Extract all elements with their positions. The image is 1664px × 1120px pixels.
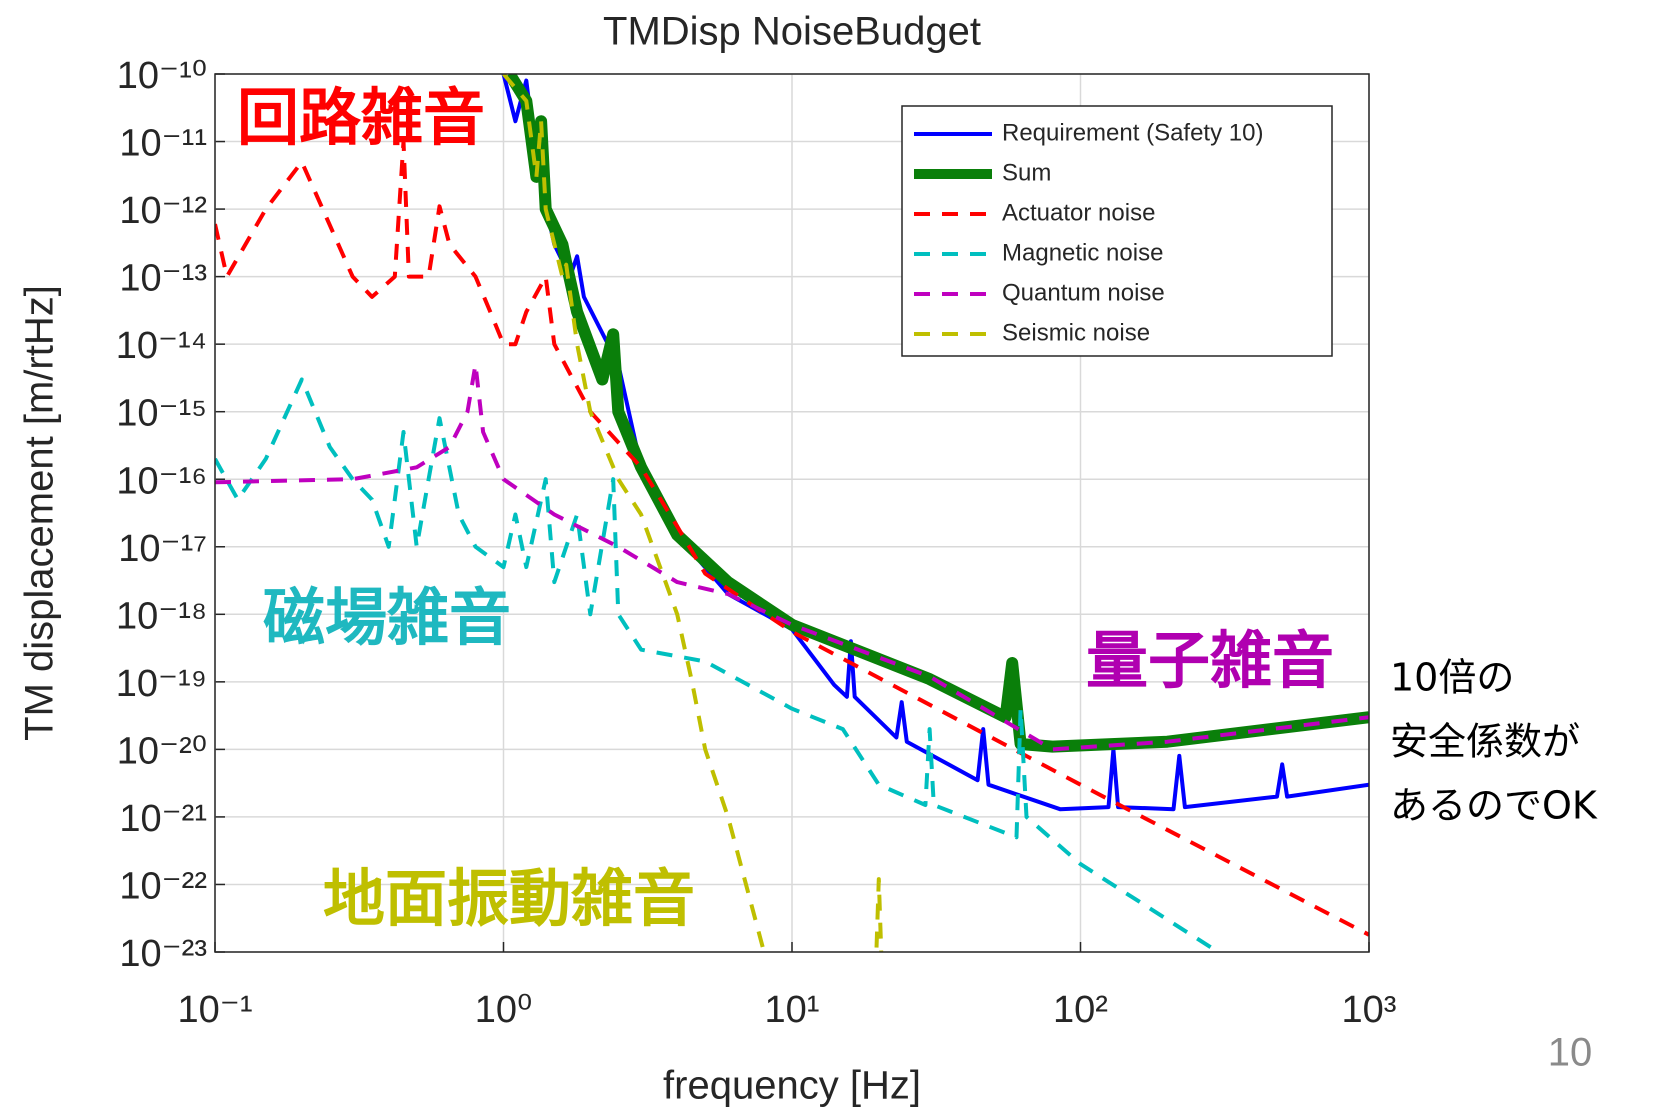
y-tick-label: 10⁻²⁰ (117, 730, 207, 772)
annotation: 地面振動雑音 (323, 862, 695, 935)
y-tick-label: 10⁻²¹ (119, 798, 207, 840)
plot-area (215, 74, 1369, 952)
y-tick-label: 10⁻¹⁰ (117, 55, 207, 97)
y-tick-label: 10⁻¹² (119, 190, 207, 232)
x-tick-label: 10¹ (765, 989, 820, 1031)
y-tick-label: 10⁻¹³ (119, 258, 207, 300)
x-axis-label: frequency [Hz] (663, 1064, 921, 1108)
y-tick-label: 10⁻¹⁶ (116, 460, 207, 502)
y-tick-label: 10⁻¹⁷ (118, 528, 207, 570)
legend-label: Seismic noise (1002, 319, 1150, 346)
note-line: あるのでOK (1390, 784, 1598, 828)
x-tick-label: 10³ (1342, 989, 1397, 1031)
chart-title: TMDisp NoiseBudget (603, 10, 981, 54)
series-line (501, 74, 884, 952)
legend-label: Quantum noise (1002, 279, 1165, 306)
y-axis-label: TM displacement [m/rtHz] (18, 285, 62, 741)
y-tick-label: 10⁻²² (119, 865, 207, 907)
series-line (215, 139, 1369, 937)
page-number: 10 (1548, 1031, 1593, 1075)
series-line (215, 362, 1369, 752)
series-line (215, 377, 1220, 952)
annotation: 回路雑音 (237, 81, 485, 154)
note-line: 10倍の (1390, 656, 1514, 700)
x-tick-label: 10⁰ (475, 989, 533, 1031)
legend-label: Sum (1002, 159, 1051, 186)
legend-label: Magnetic noise (1002, 239, 1163, 266)
axes-box (214, 73, 1370, 953)
y-tick-label: 10⁻¹⁵ (116, 393, 207, 435)
annotation: 量子雑音 (1086, 624, 1334, 697)
y-tick-label: 10⁻¹⁸ (116, 595, 207, 637)
series-line (501, 74, 1369, 812)
y-tick-label: 10⁻¹¹ (119, 123, 207, 165)
y-tick-label: 10⁻²³ (119, 933, 207, 975)
annotation: 磁場雑音 (263, 581, 511, 654)
legend-label: Actuator noise (1002, 199, 1155, 226)
note-line: 安全係数が (1390, 720, 1580, 764)
x-tick-label: 10⁻¹ (178, 989, 253, 1031)
x-tick-label: 10² (1053, 989, 1108, 1031)
y-tick-label: 10⁻¹⁴ (116, 325, 207, 367)
legend-label: Requirement (Safety 10) (1002, 119, 1263, 146)
y-tick-label: 10⁻¹⁹ (116, 663, 207, 705)
legend-box (901, 105, 1333, 357)
